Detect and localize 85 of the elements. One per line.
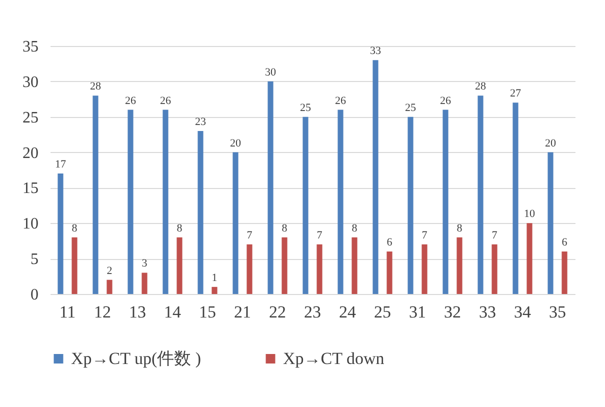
x-tick-label: 24 bbox=[339, 302, 356, 322]
x-tick-label: 22 bbox=[269, 302, 286, 322]
y-tick-label: 10 bbox=[22, 216, 38, 233]
y-tick-label: 35 bbox=[22, 38, 38, 56]
data-label: 33 bbox=[370, 45, 382, 58]
bar bbox=[372, 60, 378, 294]
bar bbox=[282, 237, 288, 294]
data-label: 25 bbox=[300, 102, 312, 114]
x-tick-label: 15 bbox=[199, 302, 216, 322]
data-label: 7 bbox=[492, 229, 498, 242]
data-label: 8 bbox=[176, 222, 183, 234]
data-label: 2 bbox=[106, 264, 112, 277]
data-label: 28 bbox=[475, 80, 486, 93]
y-tick-label: 5 bbox=[30, 251, 38, 268]
bar bbox=[456, 237, 462, 294]
x-tick-label: 14 bbox=[164, 302, 182, 322]
bar bbox=[478, 96, 484, 294]
x-tick-label: 32 bbox=[444, 302, 461, 322]
bar bbox=[142, 272, 148, 294]
bar bbox=[352, 237, 358, 294]
y-tick-label: 25 bbox=[22, 109, 38, 126]
bar bbox=[422, 244, 428, 294]
bar bbox=[526, 223, 532, 294]
data-label: 8 bbox=[282, 222, 288, 234]
data-label: 7 bbox=[422, 229, 428, 242]
data-label: 6 bbox=[562, 236, 568, 248]
bar bbox=[162, 110, 168, 294]
bar bbox=[92, 96, 98, 294]
bar bbox=[212, 286, 218, 294]
bar bbox=[338, 110, 344, 294]
data-label: 17 bbox=[55, 158, 66, 171]
y-tick-label: 0 bbox=[30, 286, 38, 304]
x-tick-label: 21 bbox=[234, 302, 251, 322]
legend-label: Xp→CT down bbox=[283, 348, 385, 368]
legend-label: Xp→CT up(件数 ) bbox=[71, 348, 202, 368]
bar bbox=[128, 110, 134, 294]
bar bbox=[198, 131, 204, 294]
bar bbox=[302, 116, 308, 294]
y-tick-label: 20 bbox=[22, 144, 38, 162]
data-label: 30 bbox=[265, 66, 276, 78]
bar bbox=[512, 102, 518, 294]
data-label: 10 bbox=[524, 208, 536, 220]
bar bbox=[316, 244, 322, 294]
data-label: 25 bbox=[405, 102, 416, 114]
data-label: 8 bbox=[456, 222, 463, 234]
bar bbox=[58, 174, 64, 294]
x-tick-label: 33 bbox=[479, 302, 496, 322]
bar bbox=[246, 244, 252, 294]
data-label: 23 bbox=[195, 116, 206, 128]
data-label: 26 bbox=[440, 94, 452, 107]
bar bbox=[408, 116, 414, 294]
bar bbox=[232, 152, 238, 294]
x-tick-label: 34 bbox=[514, 302, 532, 322]
data-label: 26 bbox=[335, 94, 346, 107]
data-label: 26 bbox=[125, 94, 136, 107]
data-label: 28 bbox=[90, 80, 102, 93]
bar bbox=[268, 81, 274, 294]
x-tick-label: 12 bbox=[94, 302, 111, 322]
y-tick-label: 30 bbox=[22, 74, 38, 91]
y-tick-label: 15 bbox=[22, 180, 38, 198]
data-label: 6 bbox=[386, 236, 393, 248]
data-label: 8 bbox=[72, 222, 78, 234]
bar bbox=[562, 251, 568, 294]
data-label: 7 bbox=[246, 229, 253, 242]
bar bbox=[176, 237, 182, 294]
x-tick-label: 23 bbox=[304, 302, 321, 322]
bar bbox=[492, 244, 498, 294]
bar bbox=[72, 237, 78, 294]
x-tick-label: 13 bbox=[129, 302, 146, 322]
x-tick-label: 31 bbox=[409, 302, 426, 322]
data-label: 20 bbox=[230, 137, 242, 150]
bar bbox=[106, 280, 112, 294]
bar bbox=[548, 152, 554, 294]
data-label: 20 bbox=[545, 137, 556, 150]
x-tick-label: 35 bbox=[549, 302, 566, 322]
data-label: 26 bbox=[160, 94, 172, 107]
bar bbox=[442, 110, 448, 294]
data-label: 8 bbox=[352, 222, 358, 234]
data-label: 3 bbox=[142, 258, 148, 270]
bar bbox=[386, 251, 392, 294]
x-tick-label: 25 bbox=[374, 302, 391, 322]
x-tick-label: 11 bbox=[59, 302, 76, 322]
data-label: 1 bbox=[212, 272, 218, 284]
data-label: 27 bbox=[510, 88, 522, 100]
data-label: 7 bbox=[316, 229, 323, 242]
